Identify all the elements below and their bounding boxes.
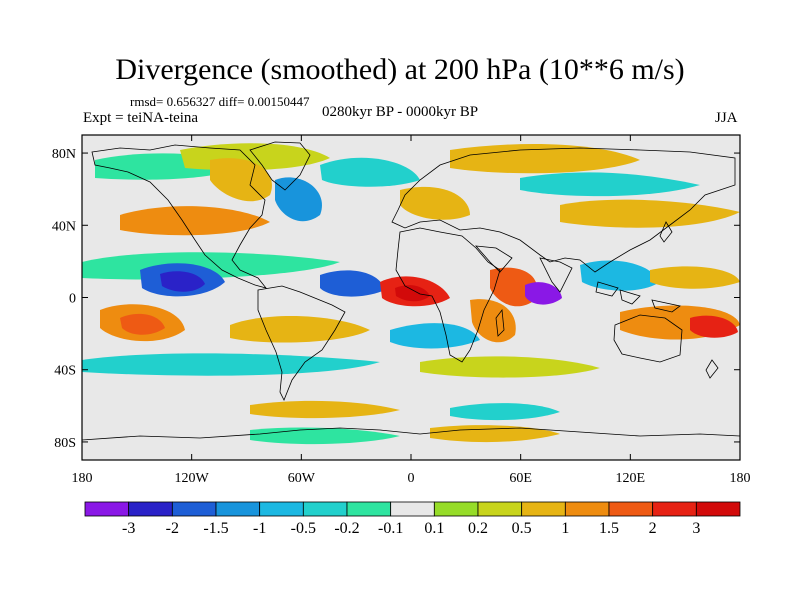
- field-patch: [690, 315, 738, 338]
- colorbar-swatch: [433, 501, 479, 517]
- field-patch: [525, 282, 562, 305]
- field-patch: [520, 172, 700, 197]
- x-tick-label: 120E: [616, 471, 646, 486]
- field-patch: [650, 266, 740, 289]
- chart-title: Divergence (smoothed) at 200 hPa (10**6 …: [115, 53, 685, 86]
- colorbar-swatch: [84, 501, 130, 517]
- field-patch: [395, 285, 430, 302]
- field-patch: [390, 323, 480, 349]
- x-tick-label: 180: [72, 471, 93, 486]
- colorbar-swatch: [171, 501, 217, 517]
- field-patch: [120, 313, 165, 335]
- colorbar-label: -0.2: [334, 520, 359, 537]
- field-patch: [470, 299, 516, 343]
- colorbar-label: -1: [253, 520, 266, 537]
- field-patch: [450, 144, 640, 174]
- field-patch: [120, 206, 270, 236]
- colorbar: -3 -2 -1.5 -1 -0.5 -0.2 -0.1 0.1 0.2 0.5 1 1.5 2 3: [84, 501, 741, 537]
- field-patch: [210, 158, 272, 202]
- field-patch: [400, 186, 470, 220]
- coastlines: [82, 141, 740, 441]
- field-patch: [580, 260, 660, 291]
- colorbar-label: 1.5: [599, 520, 619, 537]
- colorbar-swatch: [477, 501, 523, 517]
- x-tick-label: 120W: [175, 471, 210, 486]
- colorbar-swatch: [695, 501, 741, 517]
- colorbar-swatch: [652, 501, 697, 517]
- colorbar-label: 0.2: [468, 520, 488, 537]
- y-tick-label: 80S: [54, 436, 76, 451]
- season-label: JJA: [715, 110, 738, 126]
- colorbar-label: 2: [649, 520, 657, 537]
- colorbar-label: -1.5: [203, 520, 228, 537]
- colorbar-swatch: [608, 501, 654, 517]
- x-tick-label: 60W: [288, 471, 316, 486]
- field-patch: [450, 403, 560, 421]
- y-tick-label: 0: [69, 292, 76, 307]
- colorbar-swatch: [128, 501, 173, 517]
- colorbar-swatch: [390, 501, 435, 517]
- period-label: 0280kyr BP - 0000kyr BP: [322, 104, 479, 120]
- divergence-field: [82, 143, 740, 445]
- colorbar-label: -0.5: [291, 520, 316, 537]
- y-tick-label: 40S: [54, 364, 76, 379]
- colorbar-label: 1: [561, 520, 569, 537]
- field-patch: [230, 315, 370, 343]
- field-patch: [250, 427, 400, 445]
- field-patch: [420, 356, 600, 378]
- colorbar-swatch: [259, 501, 304, 517]
- field-patch: [320, 157, 420, 187]
- field-patch: [320, 270, 385, 297]
- experiment-label: Expt = teiNA-teina: [83, 110, 199, 126]
- field-patch: [160, 271, 205, 292]
- x-tick-label: 0: [408, 471, 415, 486]
- field-patch: [250, 400, 400, 419]
- colorbar-swatch: [346, 501, 392, 517]
- colorbar-swatch: [302, 501, 348, 517]
- field-patch: [430, 425, 560, 443]
- colorbar-swatch: [215, 501, 261, 517]
- colorbar-swatch: [521, 501, 566, 517]
- colorbar-label: 0.5: [512, 520, 532, 537]
- map-axes: 80N 40N 0 40S 80S 180 120W 60W 0 60E 120E 180: [52, 135, 751, 486]
- field-patch: [82, 353, 380, 376]
- stats-text: rmsd= 0.656327 diff= 0.00150447: [130, 94, 310, 109]
- x-tick-label: 60E: [509, 471, 532, 486]
- field-patch: [560, 199, 740, 228]
- colorbar-swatch: [564, 501, 610, 517]
- colorbar-label: 0.1: [424, 520, 444, 537]
- y-tick-label: 80N: [52, 147, 76, 162]
- colorbar-label: -0.1: [378, 520, 403, 537]
- x-tick-label: 180: [730, 471, 751, 486]
- colorbar-label: -3: [122, 520, 135, 537]
- colorbar-label: -2: [166, 520, 179, 537]
- y-tick-label: 40N: [52, 219, 76, 234]
- colorbar-label: 3: [692, 520, 700, 537]
